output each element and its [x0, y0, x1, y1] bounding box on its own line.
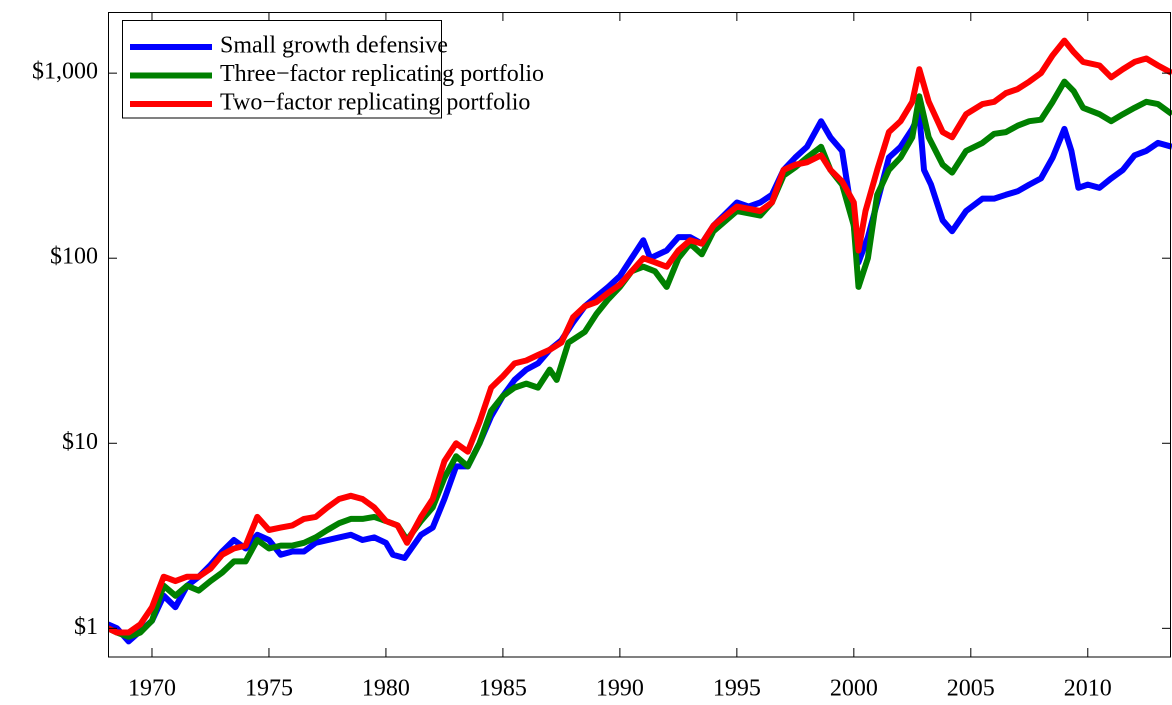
y-tick-label: $1: [74, 614, 98, 640]
x-tick-label: 2005: [947, 676, 995, 702]
legend-label: Small growth defensive: [220, 33, 448, 59]
x-tick-label: 2010: [1064, 676, 1112, 702]
series-line: [108, 78, 1172, 640]
y-tick-label: $1,000: [32, 59, 98, 85]
legend-label: Three−factor replicating portfolio: [220, 61, 544, 87]
legend-label: Two−factor replicating portfolio: [220, 90, 530, 116]
x-tick-label: 1995: [713, 676, 761, 702]
y-tick-label: $10: [62, 429, 98, 455]
y-tick-label: $100: [50, 244, 98, 270]
x-tick-label: 1970: [128, 676, 176, 702]
axes-frame: [108, 12, 1171, 658]
x-tick-label: 2000: [830, 676, 878, 702]
x-tick-label: 1975: [245, 676, 293, 702]
x-tick-label: 1990: [596, 676, 644, 702]
x-tick-label: 1985: [479, 676, 527, 702]
plot-area: [108, 37, 1172, 645]
x-tick-label: 1980: [362, 676, 410, 702]
series-line: [108, 111, 1172, 645]
series-line: [108, 37, 1172, 636]
